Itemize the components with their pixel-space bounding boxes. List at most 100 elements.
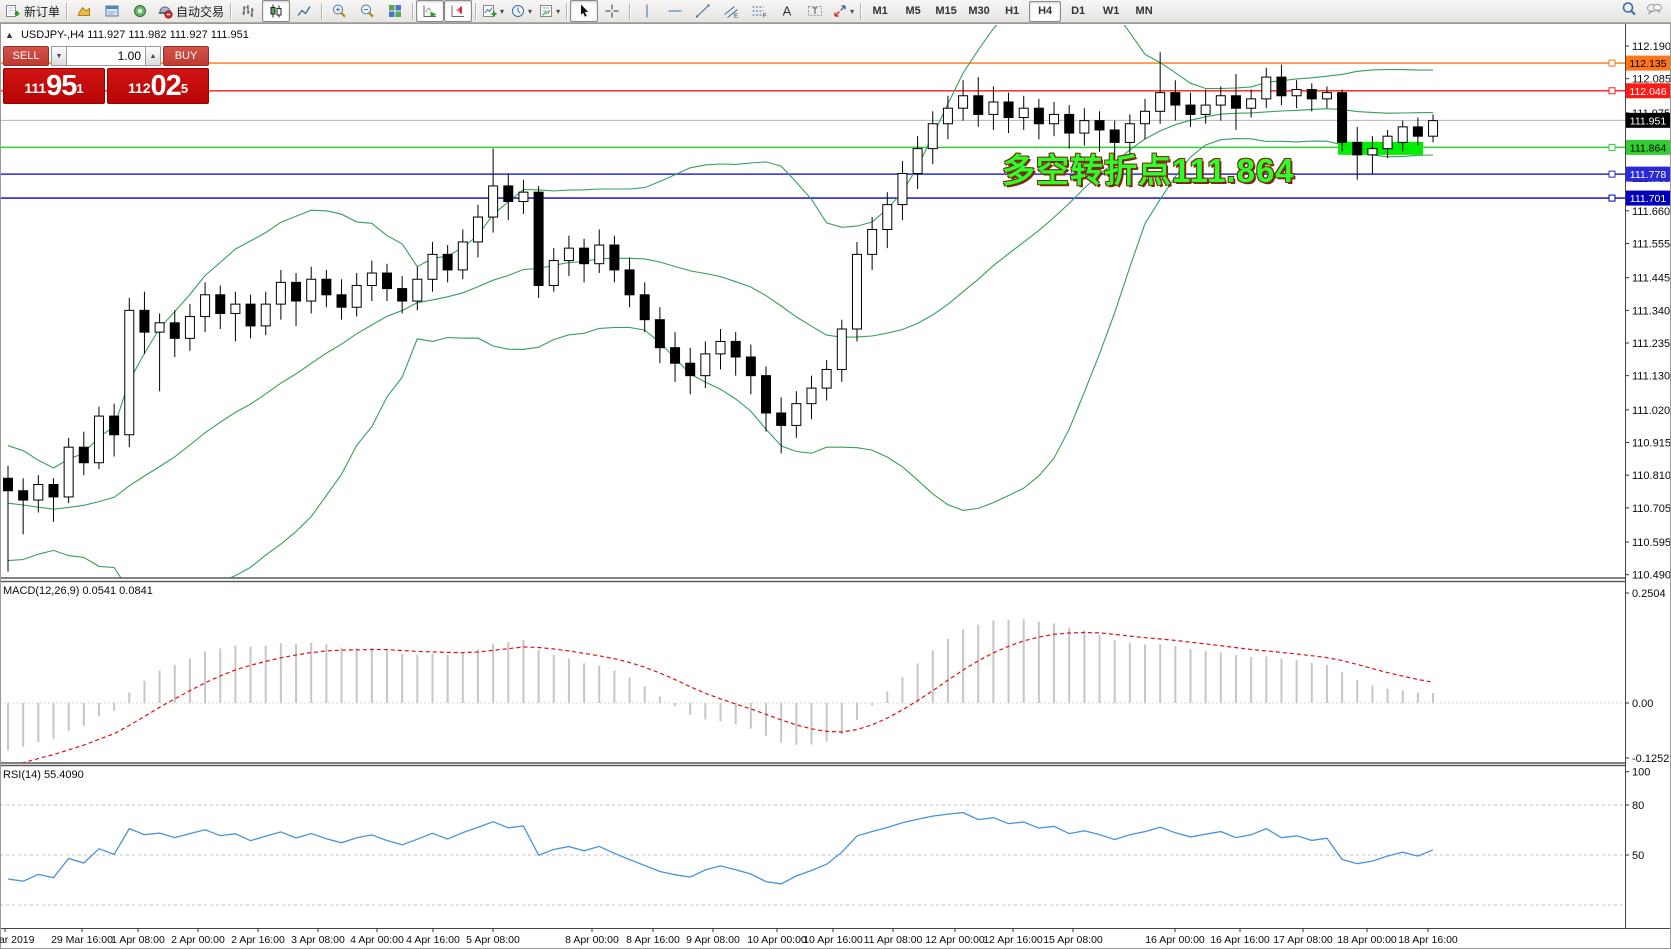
timeframe-button-D1[interactable]: D1 [1071, 5, 1086, 17]
timeframe-button-W1[interactable]: W1 [1102, 5, 1120, 17]
templates-button[interactable]: ▾ [535, 0, 563, 22]
bar-chart-button[interactable] [234, 0, 262, 22]
svg-text:8 Apr 00:00: 8 Apr 00:00 [565, 934, 619, 946]
svg-text:17 Apr 08:00: 17 Apr 08:00 [1273, 934, 1333, 946]
tile-windows-button[interactable] [381, 0, 409, 22]
chart-annotation-text: 多空转折点111.864 [1002, 152, 1295, 189]
svg-text:111.130: 111.130 [1632, 371, 1670, 383]
price-tag-support-upper [1626, 166, 1670, 182]
price-tag-support-lower [1626, 190, 1670, 206]
vertical-line-button[interactable] [633, 0, 661, 22]
template-icon [540, 5, 553, 17]
indicators-button[interactable]: ▾ [479, 0, 507, 22]
navigator-button[interactable] [126, 0, 154, 22]
svg-text:100: 100 [1632, 767, 1650, 779]
collapse-panel-icon[interactable]: ▲ [5, 30, 14, 40]
buy-price-sup: 5 [180, 81, 189, 96]
pane-separator-rsi[interactable] [0, 762, 1625, 767]
fibonacci-button[interactable]: F [745, 0, 773, 22]
timeframe-button-M30[interactable]: M30 [968, 5, 990, 17]
svg-text:111.555: 111.555 [1632, 238, 1670, 250]
vertical-line-icon [646, 4, 648, 18]
toolbar-separator [629, 2, 631, 20]
marketwatch-button[interactable] [70, 0, 98, 22]
chat-icon[interactable] [1643, 1, 1665, 17]
timeframe-button-M15[interactable]: M15 [935, 5, 957, 17]
volume-up-button[interactable]: ▲ [145, 46, 161, 66]
svg-text:110.915: 110.915 [1632, 438, 1671, 450]
candlestick-chart-icon [270, 4, 282, 18]
zoom-out-button[interactable] [353, 0, 381, 22]
svg-text:18 Apr 16:00: 18 Apr 16:00 [1398, 934, 1458, 946]
svg-text:-0.1252: -0.1252 [1632, 753, 1669, 765]
buy-price-button[interactable]: 112 02 5 [107, 68, 209, 104]
zoom-in-button[interactable] [325, 0, 353, 22]
new-order-button[interactable]: 新订单 [2, 0, 63, 22]
chart-shift-button[interactable] [444, 0, 473, 22]
svg-text:12 Apr 16:00: 12 Apr 16:00 [983, 934, 1043, 946]
channel-button[interactable]: E [717, 0, 745, 22]
fibonacci-icon: F [752, 6, 767, 19]
svg-text:29 Mar 2019: 29 Mar 2019 [0, 934, 35, 946]
line-handle-pivot-line[interactable] [1608, 143, 1616, 151]
highlight-rectangle[interactable] [1338, 141, 1423, 155]
arrows-shapes-button[interactable]: ▾ [829, 0, 857, 22]
toolbar-separator [860, 2, 862, 20]
bar-chart-icon [242, 5, 254, 17]
autotrading-button[interactable]: 自动交易 [154, 0, 227, 22]
volume-down-button[interactable]: ▼ [51, 46, 67, 66]
rsi-line [7, 811, 1434, 885]
svg-text:111.660: 111.660 [1632, 206, 1670, 218]
buy-price-big: 02 [150, 70, 182, 102]
search-icon[interactable] [1621, 1, 1637, 17]
dropdown-arrow-icon: ▾ [500, 6, 505, 16]
arrows-shapes-icon [834, 5, 846, 17]
timeframe-button-MN[interactable]: MN [1135, 5, 1153, 17]
line-handle-support-upper[interactable] [1608, 170, 1616, 178]
trendline-button[interactable] [689, 0, 717, 22]
svg-text:111.701: 111.701 [1630, 193, 1667, 205]
svg-text:110.705: 110.705 [1632, 503, 1671, 515]
bollinger-upper-band [7, 25, 1433, 469]
autotrading-icon [158, 6, 173, 19]
timeframe-button-M1[interactable]: M1 [872, 5, 888, 17]
dropdown-arrow-icon: ▾ [528, 6, 533, 16]
autotrading-label: 自动交易 [176, 4, 225, 19]
buy-button[interactable]: BUY [163, 46, 209, 66]
line-handle-resistance-upper[interactable] [1608, 59, 1616, 67]
marketwatch-icon [78, 6, 91, 16]
autoscroll-button[interactable] [416, 0, 445, 22]
svg-text:112.085: 112.085 [1632, 74, 1671, 86]
timeframe-button-H4[interactable]: H4 [1029, 0, 1062, 22]
crosshair-button[interactable] [598, 0, 626, 22]
timeframe-button-M5[interactable]: M5 [905, 5, 921, 17]
timeframe-group: M1 M5 M15 M30 H1 H4 D1 W1 MN [864, 0, 1160, 22]
text-tool-button[interactable]: A [773, 0, 801, 22]
data-window-icon [105, 5, 119, 17]
line-chart-icon [297, 6, 311, 16]
svg-text:110.810: 110.810 [1632, 470, 1671, 482]
sell-price-button[interactable]: 111 95 1 [3, 68, 105, 104]
candles [3, 52, 1439, 572]
line-handle-resistance-lower[interactable] [1608, 87, 1616, 95]
timeframe-button-H1[interactable]: H1 [1005, 5, 1020, 17]
macd-pane-label: MACD(12,26,9) 0.0541 0.0841 [3, 585, 153, 597]
pane-separator-macd[interactable] [0, 577, 1625, 582]
cursor-button[interactable] [570, 0, 599, 22]
candlestick-chart-button[interactable] [262, 0, 291, 22]
text-tool-icon: A [783, 4, 792, 19]
line-chart-button[interactable] [290, 0, 318, 22]
data-window-button[interactable] [98, 0, 126, 22]
svg-text:E: E [734, 14, 738, 20]
volume-input[interactable] [67, 46, 145, 66]
horizontal-line-button[interactable] [661, 0, 689, 22]
svg-text:111.445: 111.445 [1632, 273, 1670, 285]
sell-button[interactable]: SELL [3, 46, 49, 66]
macd-histogram [7, 619, 1435, 751]
toolbar-separator [66, 2, 68, 20]
one-click-trading-panel: SELL ▼ ▲ BUY 111 95 1 112 02 5 [3, 46, 209, 104]
line-handle-support-lower[interactable] [1608, 194, 1616, 202]
price-tag-resistance-lower [1626, 83, 1670, 99]
periods-button[interactable]: ▾ [507, 0, 535, 22]
label-tool-button[interactable]: T [801, 0, 829, 22]
